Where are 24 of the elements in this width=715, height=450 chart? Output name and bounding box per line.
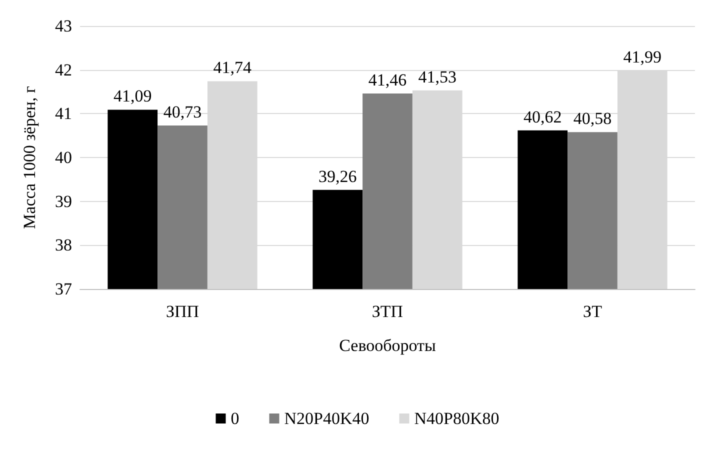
y-tick-label: 39 (55, 192, 72, 211)
legend-label: 0 (230, 409, 240, 428)
y-tick-label: 40 (55, 148, 72, 167)
data-label: 40,62 (523, 107, 562, 126)
data-label: 41,46 (368, 70, 407, 90)
data-label: 41,99 (623, 47, 662, 66)
data-label: 40,58 (573, 109, 612, 128)
y-tick-label: 38 (55, 236, 72, 255)
x-axis-title: Севообороты (339, 336, 436, 355)
data-label: 41,74 (213, 58, 252, 78)
y-tick-label: 43 (55, 16, 72, 36)
legend-label: N20P40K40 (284, 409, 370, 428)
x-tick-label: ЗПП (166, 302, 200, 321)
y-tick-label: 42 (55, 60, 72, 80)
data-label: 41,09 (113, 86, 152, 106)
data-label: 39,26 (318, 166, 357, 186)
y-tick-label: 41 (55, 104, 72, 124)
data-label: 40,73 (163, 102, 202, 122)
x-tick-label: ЗТ (583, 302, 603, 321)
x-tick-label: ЗТП (372, 302, 404, 321)
data-label: 41,53 (418, 67, 457, 86)
y-tick-label: 37 (55, 280, 72, 298)
legend-label: N40P80K80 (414, 409, 500, 428)
y-axis-title: Масса 1000 зёрен, г (20, 86, 39, 229)
